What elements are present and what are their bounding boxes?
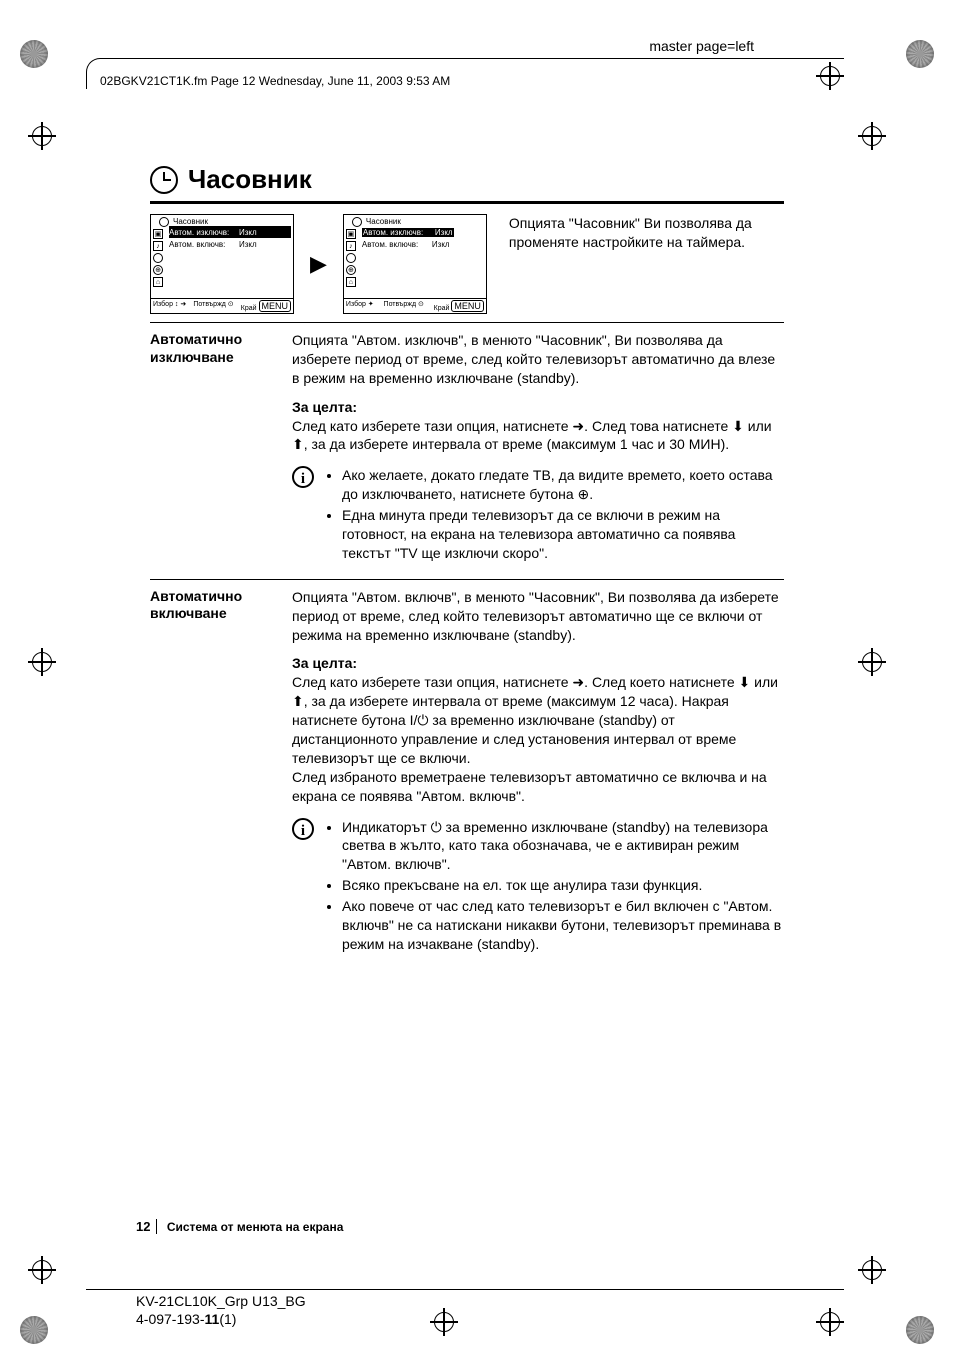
- osd-title: Часовник: [153, 217, 291, 226]
- info-item: Ако желаете, докато гледате ТВ, да видит…: [342, 466, 784, 504]
- section-subheading: За целта:: [292, 398, 784, 417]
- osd-row-value: Изкл: [239, 228, 257, 237]
- osd-title: Часовник: [346, 217, 484, 226]
- osd-footer-end: Край: [434, 305, 450, 312]
- osd-row-value: Изкл: [432, 240, 450, 249]
- crop-mark-icon: [28, 1256, 56, 1284]
- section-body: Опцията "Автом. изключв", в менюто "Часо…: [292, 331, 784, 388]
- sound-icon: ♪: [153, 241, 163, 251]
- crop-mark-icon: [816, 1308, 844, 1336]
- info-icon: i: [292, 818, 314, 840]
- setup-icon: ⌂: [346, 277, 356, 287]
- content-area: Часовник Часовник ▣ ♪ ⊕ ⌂ Авто: [150, 164, 784, 956]
- osd-footer: Избор ↕ ➜ Потвържд ⊙ Край MENU: [151, 298, 293, 313]
- clock-icon: [346, 253, 356, 263]
- crop-mark-icon: [858, 1256, 886, 1284]
- info-list: Индикаторът ⏻ за временно изключване (st…: [326, 818, 784, 956]
- osd-footer-select: Избор: [346, 301, 366, 308]
- footer-rule: [86, 1289, 844, 1290]
- osd-row-label: Автом. изключв:: [169, 228, 239, 237]
- picture-icon: ▣: [346, 229, 356, 239]
- footer-section-name: Система от менюта на екрана: [167, 1220, 344, 1234]
- page-footer: 12 Система от менюта на екрана: [136, 1219, 343, 1234]
- section-body: Опцията "Автом. включв", в менюто "Часов…: [292, 588, 784, 645]
- section-auto-on: Автоматично включване Опцията "Автом. вк…: [150, 588, 784, 956]
- osd-title-text: Часовник: [366, 217, 401, 226]
- osd-row-label: Автом. включв:: [362, 240, 432, 249]
- doc-id-line2: 4-097-193-11(1): [136, 1310, 306, 1328]
- divider: [150, 579, 784, 580]
- crop-mark-icon: [28, 648, 56, 676]
- sound-icon: ♪: [346, 241, 356, 251]
- osd-row: Автом. изключв: Изкл: [362, 226, 484, 238]
- osd-row: Автом. изключв: Изкл: [169, 226, 291, 238]
- page-title: Часовник: [188, 164, 312, 195]
- master-page-label: master page=left: [649, 38, 754, 54]
- title-rule: [150, 201, 784, 204]
- osd-row: Автом. включв: Изкл: [169, 238, 291, 250]
- info-item: Ако повече от час след като телевизорът …: [342, 897, 784, 954]
- section-heading: Автоматично изключване: [150, 331, 292, 565]
- settings-icon: ⊕: [346, 265, 356, 275]
- crop-mark-icon: [858, 648, 886, 676]
- section-heading: Автоматично включване: [150, 588, 292, 956]
- section-instructions: След като изберете тази опция, натиснете…: [292, 673, 784, 805]
- osd-row-label: Автом. включв:: [169, 240, 239, 249]
- crop-mark-icon: [430, 1308, 458, 1336]
- registration-mark-icon: [906, 1316, 934, 1344]
- info-block: i Индикаторът ⏻ за временно изключване (…: [292, 818, 784, 956]
- registration-mark-icon: [906, 40, 934, 68]
- clock-icon: [159, 217, 169, 227]
- osd-footer-select: Избор: [153, 301, 173, 308]
- info-block: i Ако желаете, докато гледате ТВ, да вид…: [292, 466, 784, 564]
- osd-row-value: Изкл: [239, 240, 257, 249]
- section-instructions: След като изберете тази опция, натиснете…: [292, 417, 784, 455]
- divider: [150, 322, 784, 323]
- header-note: 02BGKV21CT1K.fm Page 12 Wednesday, June …: [100, 74, 450, 88]
- info-list: Ако желаете, докато гледате ТВ, да видит…: [326, 466, 784, 564]
- clock-icon: [150, 166, 178, 194]
- title-row: Часовник: [150, 164, 784, 195]
- page-number: 12: [136, 1219, 157, 1234]
- osd-footer: Избор ✦ Потвържд ⊙ Край MENU: [344, 298, 486, 313]
- osd-screenshot-2: Часовник ▣ ♪ ⊕ ⌂ Автом. изключв: Изкл Ав…: [343, 214, 487, 314]
- osd-row-label: Автом. изключв:: [362, 228, 434, 237]
- document-id: KV-21CL10K_Grp U13_BG 4-097-193-11(1): [136, 1292, 306, 1328]
- crop-mark-icon: [28, 122, 56, 150]
- section-subheading: За целта:: [292, 654, 784, 673]
- intro-text: Опцията "Часовник" Ви позволява да проме…: [501, 214, 784, 252]
- osd-title-text: Часовник: [173, 217, 208, 226]
- section-auto-off: Автоматично изключване Опцията "Автом. и…: [150, 331, 784, 565]
- info-item: Една минута преди телевизорът да се вклю…: [342, 506, 784, 563]
- info-icon: i: [292, 466, 314, 488]
- crop-mark-icon: [858, 122, 886, 150]
- page: master page=left 02BGKV21CT1K.fm Page 12…: [0, 0, 954, 1364]
- picture-icon: ▣: [153, 229, 163, 239]
- osd-side-icons: ▣ ♪ ⊕ ⌂: [346, 229, 356, 287]
- settings-icon: ⊕: [153, 265, 163, 275]
- doc-id-line1: KV-21CL10K_Grp U13_BG: [136, 1292, 306, 1310]
- osd-row-value: Изкл: [434, 228, 454, 237]
- clock-icon: [153, 253, 163, 263]
- info-item: Индикаторът ⏻ за временно изключване (st…: [342, 818, 784, 875]
- info-item: Всяко прекъсване на ел. ток ще анулира т…: [342, 876, 784, 895]
- osd-side-icons: ▣ ♪ ⊕ ⌂: [153, 229, 163, 287]
- intro-block: Часовник ▣ ♪ ⊕ ⌂ Автом. изключв: Изкл Ав…: [150, 214, 784, 314]
- arrow-right-icon: ▶: [308, 251, 329, 277]
- osd-footer-confirm: Потвържд: [193, 301, 226, 308]
- osd-footer-end: Край: [241, 305, 257, 312]
- clock-icon: [352, 217, 362, 227]
- osd-screenshot-1: Часовник ▣ ♪ ⊕ ⌂ Автом. изключв: Изкл Ав…: [150, 214, 294, 314]
- setup-icon: ⌂: [153, 277, 163, 287]
- registration-mark-icon: [20, 1316, 48, 1344]
- osd-footer-confirm: Потвържд: [384, 301, 417, 308]
- osd-row: Автом. включв: Изкл: [362, 238, 484, 250]
- registration-mark-icon: [20, 40, 48, 68]
